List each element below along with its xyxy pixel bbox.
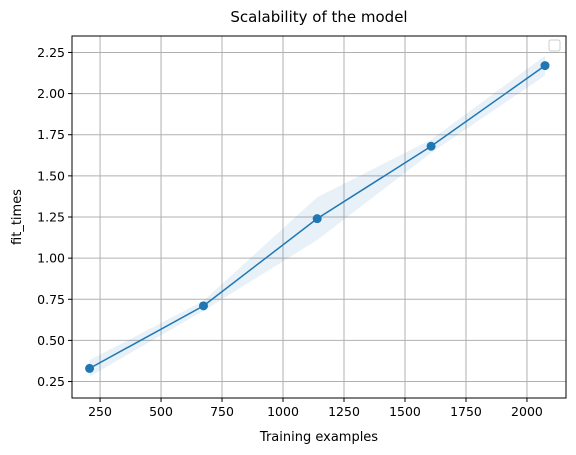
ticks: 250 500 750 1000 1250 1500 1750 2000 0.25 0.50 0.7…	[37, 45, 543, 419]
x-axis-title: Training examples	[259, 430, 378, 445]
y-tick-label: 1.00	[37, 251, 65, 266]
x-tick-label: 500	[149, 404, 173, 419]
legend-box	[548, 39, 561, 52]
y-axis-title: fit_times	[10, 189, 25, 245]
data-point	[85, 363, 95, 373]
x-tick-label: 750	[210, 404, 234, 419]
x-tick-label: 1750	[450, 404, 482, 419]
data-points-layer	[85, 61, 550, 373]
data-point	[312, 214, 322, 224]
y-tick-label: 0.25	[37, 374, 65, 389]
x-tick-label: 2000	[511, 404, 543, 419]
y-tick-label: 1.25	[37, 210, 65, 225]
x-tick-label: 1250	[328, 404, 360, 419]
y-tick-label: 0.50	[37, 333, 65, 348]
y-tick-label: 1.75	[37, 127, 65, 142]
data-point	[198, 301, 208, 311]
x-tick-label: 1500	[389, 404, 421, 419]
y-tick-label: 2.00	[37, 86, 65, 101]
chart-title: Scalability of the model	[230, 8, 407, 26]
y-tick-label: 0.75	[37, 292, 65, 307]
data-point	[426, 141, 436, 151]
data-point	[540, 61, 550, 71]
y-tick-label: 2.25	[37, 45, 65, 60]
x-tick-label: 1000	[267, 404, 299, 419]
x-tick-label: 250	[88, 404, 112, 419]
y-tick-label: 1.50	[37, 168, 65, 183]
